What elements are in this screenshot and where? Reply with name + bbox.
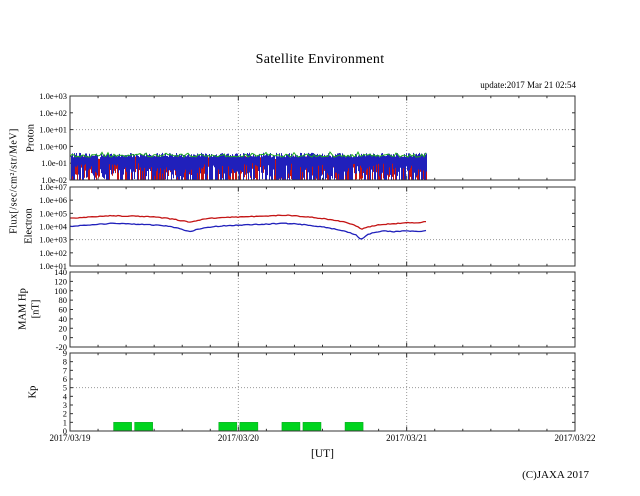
y-tick-label: 3 — [63, 400, 67, 410]
x-tick-label: 2017/03/21 — [386, 433, 428, 443]
x-tick-label: 2017/03/20 — [217, 433, 259, 443]
copyright-text: (C)JAXA 2017 — [522, 469, 589, 481]
kp-bar — [218, 422, 238, 432]
chart-title: Satellite Environment — [255, 52, 385, 67]
kp-bar — [134, 422, 153, 432]
y-tick-label: 40 — [59, 314, 68, 324]
y-tick-label: 7 — [63, 365, 67, 375]
y-tick-label: -20 — [56, 342, 67, 352]
x-axis-title: [UT] — [311, 448, 334, 460]
x-tick-label: 2017/03/19 — [49, 433, 91, 443]
y-tick-label: 1.0e+01 — [39, 125, 67, 135]
y-tick-label: 60 — [59, 305, 68, 315]
y-tick-label: 9 — [63, 348, 67, 358]
y-tick-label: 120 — [54, 276, 67, 286]
y-tick-label: 5 — [63, 383, 67, 393]
y-tick-label: 1.0e+02 — [39, 248, 67, 258]
y-tick-label: 1.0e+01 — [39, 261, 67, 271]
y-tick-label: 1.0e+00 — [39, 141, 67, 151]
y-tick-label: 0 — [63, 333, 67, 343]
y-tick-label: 6 — [63, 374, 67, 384]
x-tick-label: 2017/03/22 — [554, 433, 596, 443]
y-tick-label: 1.0e+03 — [39, 91, 67, 101]
y-tick-label: 4 — [63, 391, 68, 401]
y-tick-label: 1.0e+04 — [39, 222, 67, 232]
y-tick-label: 80 — [59, 295, 68, 305]
y-tick-label: 1.0e+05 — [39, 208, 67, 218]
y-tick-label: 2 — [63, 409, 67, 419]
y-tick-label: 0 — [63, 426, 67, 436]
y-tick-label: 1.0e-01 — [41, 158, 67, 168]
y-tick-label: 20 — [59, 323, 68, 333]
y-tick-label: 1.0e+03 — [39, 235, 67, 245]
y-tick-label: 1.0e+06 — [39, 195, 67, 205]
y-tick-label: 100 — [54, 286, 67, 296]
y-tick-label: 8 — [63, 357, 67, 367]
kp-bar — [344, 422, 364, 432]
y-tick-label: 1.0e-02 — [41, 175, 67, 185]
y-tick-label: 140 — [54, 267, 67, 277]
kp-bar — [113, 422, 132, 432]
kp-bar — [302, 422, 322, 432]
update-timestamp: update:2017 Mar 21 02:54 — [480, 80, 576, 90]
y-tick-label: 1.0e+07 — [39, 182, 67, 192]
kp-bar — [239, 422, 259, 432]
kp-bar — [281, 422, 301, 432]
y-tick-label: 1 — [63, 417, 67, 427]
y-tick-label: 1.0e+02 — [39, 108, 67, 118]
